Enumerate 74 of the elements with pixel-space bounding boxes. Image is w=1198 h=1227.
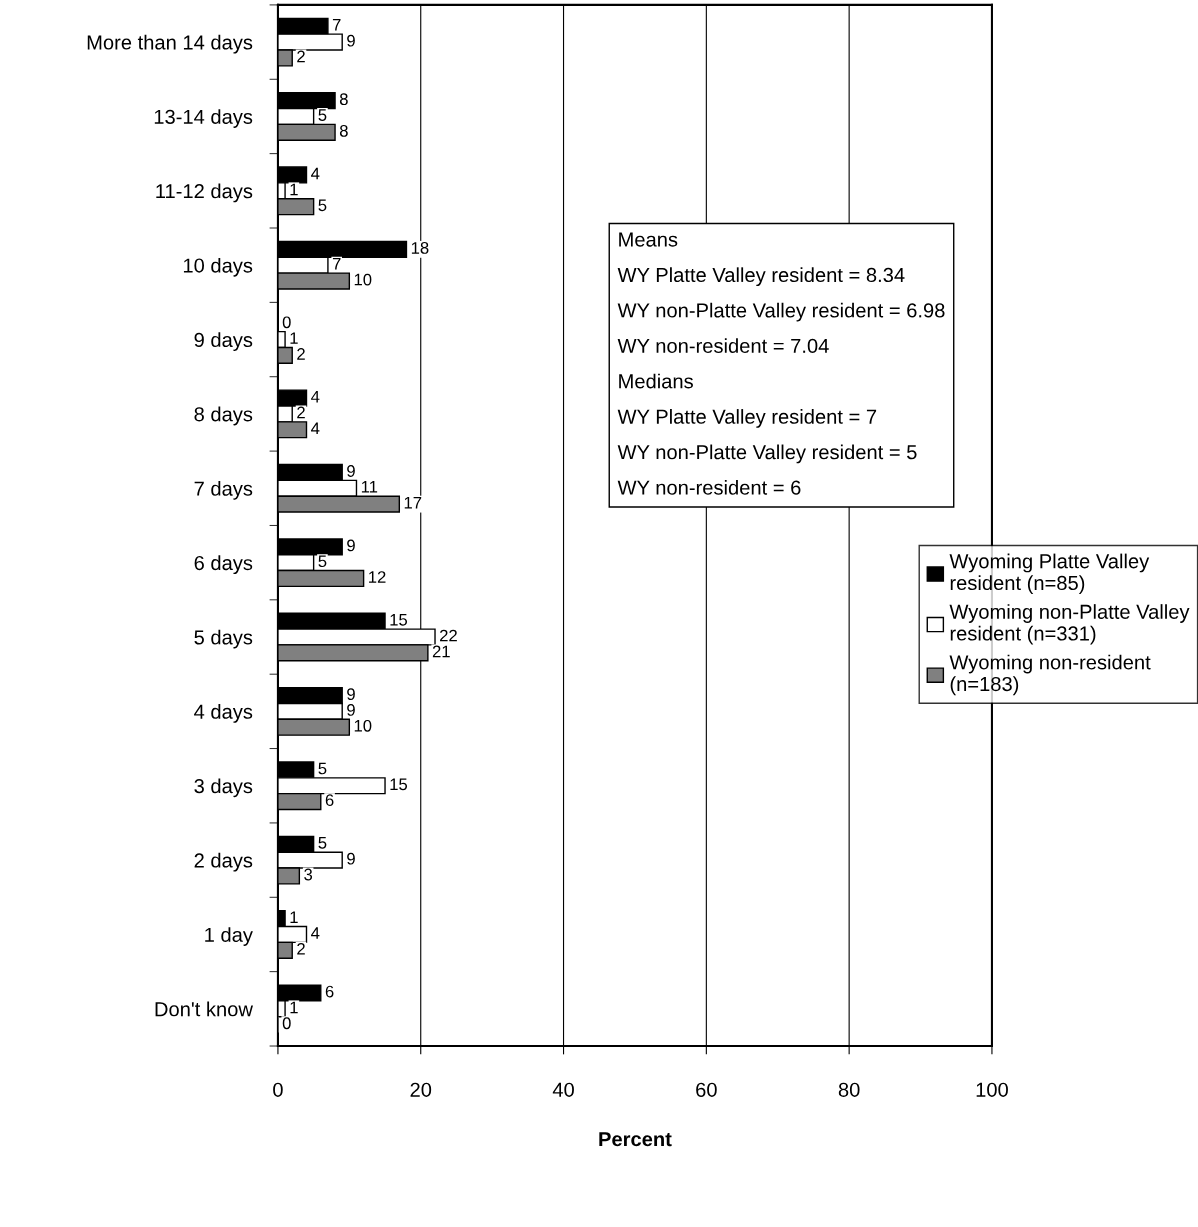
data-label: 5 bbox=[318, 109, 327, 121]
y-tick-label: 13-14 days bbox=[154, 109, 253, 128]
y-tick-label: 11-12 days bbox=[156, 183, 253, 203]
data-label: 5 bbox=[318, 837, 327, 849]
data-label: 1 bbox=[290, 1001, 298, 1014]
data-label: 4 bbox=[311, 390, 320, 403]
data-label: 9 bbox=[347, 34, 355, 47]
y-tick-label: 6 days bbox=[194, 555, 253, 575]
data-label: 9 bbox=[347, 852, 355, 865]
data-label: 9 bbox=[347, 465, 355, 477]
x-tick-label: 40 bbox=[552, 1082, 574, 1097]
legend-label: Wyoming Platte Valley resident (n=85) bbox=[949, 553, 1150, 595]
data-label: 2 bbox=[297, 942, 305, 955]
y-tick-label: 2 days bbox=[194, 852, 253, 872]
data-label: 10 bbox=[354, 273, 372, 286]
data-label: 8 bbox=[339, 124, 348, 137]
data-label: 4 bbox=[311, 927, 320, 939]
data-label: 5 bbox=[318, 555, 327, 568]
x-tick-label: 20 bbox=[410, 1082, 432, 1097]
data-label: 22 bbox=[440, 629, 457, 642]
data-label: 3 bbox=[304, 868, 313, 881]
data-label: 7 bbox=[332, 19, 341, 31]
annotation: Means bbox=[619, 232, 678, 247]
legend-label: Wyoming non-Platte Valley resident (n=331) bbox=[949, 604, 1190, 645]
data-label: 4 bbox=[311, 167, 320, 180]
data-label: 17 bbox=[404, 496, 422, 509]
y-tick-label: 7 days bbox=[194, 480, 253, 500]
y-tick-label: More than 14 days bbox=[87, 34, 253, 54]
legend-label: Wyoming non-resident (n=183) bbox=[949, 654, 1151, 696]
annotation: WY non-Platte Valley resident = 6.98 bbox=[617, 302, 945, 322]
data-label: 1 bbox=[290, 183, 298, 196]
data-label: 0 bbox=[282, 316, 291, 329]
data-label: 6 bbox=[325, 794, 334, 807]
x-tick-label: 80 bbox=[838, 1082, 860, 1097]
y-tick-label: 5 days bbox=[194, 629, 253, 649]
annotation: WY Platte Valley resident = 8.34 bbox=[617, 267, 905, 287]
data-label: 12 bbox=[369, 571, 386, 583]
data-label: 11 bbox=[361, 481, 378, 493]
data-label: 9 bbox=[347, 539, 355, 552]
data-label: 6 bbox=[325, 985, 334, 998]
y-tick-label: 9 days bbox=[194, 332, 253, 352]
y-tick-label: 8 days bbox=[194, 406, 253, 426]
data-label: 1 bbox=[290, 911, 298, 923]
data-label: 15 bbox=[390, 614, 408, 626]
y-tick-label: 10 days bbox=[183, 257, 253, 277]
x-tick-label: 60 bbox=[696, 1082, 717, 1097]
data-label: 9 bbox=[347, 704, 355, 716]
x-axis-title: Percent bbox=[599, 1132, 672, 1147]
y-tick-label: 3 days bbox=[194, 778, 253, 798]
annotation: WY non-resident = 6 bbox=[617, 479, 801, 495]
data-label: 7 bbox=[332, 258, 341, 270]
data-label: 1 bbox=[290, 332, 298, 344]
data-label: 9 bbox=[347, 688, 355, 701]
y-tick-label: Don't know bbox=[155, 1001, 253, 1017]
data-label: 2 bbox=[297, 348, 305, 360]
data-label: 15 bbox=[390, 778, 408, 791]
data-label: 5 bbox=[318, 199, 327, 212]
data-label: 2 bbox=[297, 50, 305, 63]
y-tick-label: 4 days bbox=[194, 704, 253, 723]
annotation: Medians bbox=[619, 373, 693, 389]
data-label: 5 bbox=[318, 762, 327, 775]
data-label: 21 bbox=[432, 645, 450, 658]
annotation: WY non-resident = 7.04 bbox=[617, 338, 829, 353]
data-label: 18 bbox=[411, 242, 429, 254]
data-label: 8 bbox=[339, 93, 348, 106]
annotation: WY Platte Valley resident = 7 bbox=[617, 409, 877, 428]
x-tick-label: 100 bbox=[976, 1082, 1008, 1097]
data-label: 0 bbox=[282, 1017, 291, 1030]
data-label: 4 bbox=[311, 422, 320, 435]
y-tick-label: 1 day bbox=[205, 927, 253, 946]
data-label: 10 bbox=[354, 719, 372, 732]
x-tick-label: 0 bbox=[273, 1082, 283, 1097]
annotation: WY non-Platte Valley resident = 5 bbox=[617, 444, 917, 464]
data-label: 2 bbox=[297, 406, 305, 419]
